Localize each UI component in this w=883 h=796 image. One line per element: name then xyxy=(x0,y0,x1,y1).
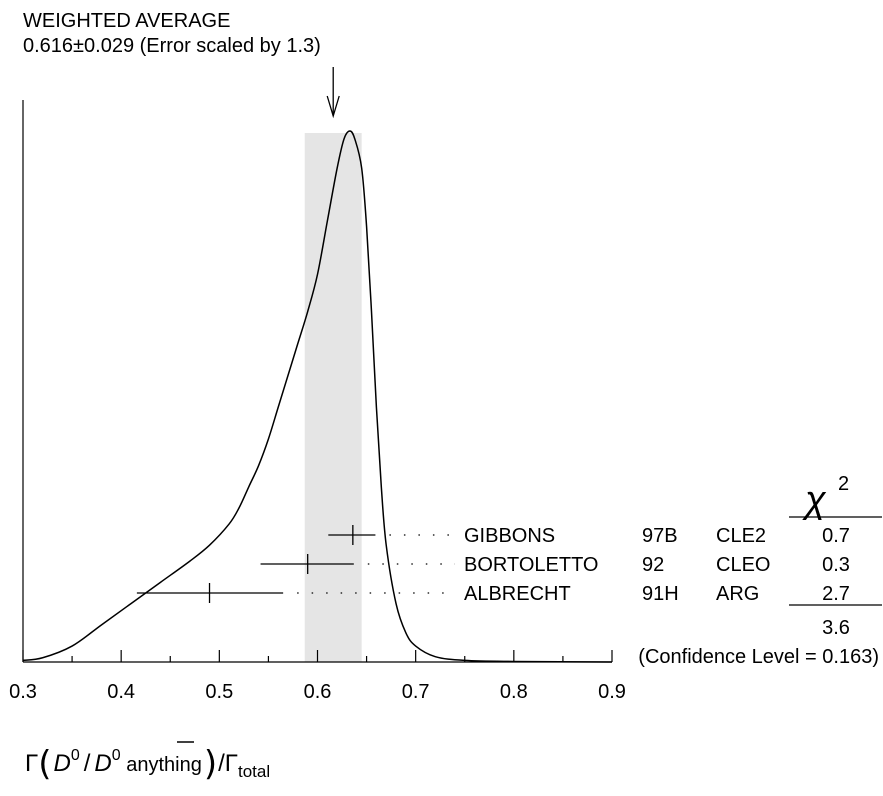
ideogram-curve xyxy=(22,130,613,663)
weighted-average-arrow xyxy=(326,67,340,119)
measurement-experiment: CLEO xyxy=(716,554,770,576)
measurement-row: ALBRECHT 91H ARG 2.7 xyxy=(136,583,850,605)
x-tick-label: 0.8 xyxy=(500,681,528,703)
chi2-header-superscript: 2 xyxy=(838,473,849,495)
measurement-row: GIBBONS 97B CLE2 0.7 xyxy=(328,525,850,547)
x-axis-ticks: 0.3 0.4 0.5 0.6 0.7 0.8 0.9 xyxy=(9,650,626,703)
measurement-row: BORTOLETTO 92 CLEO 0.3 xyxy=(260,554,850,576)
confidence-level: (Confidence Level = 0.163) xyxy=(638,646,879,668)
measurement-year: 97B xyxy=(642,525,678,547)
measurement-experiment: ARG xyxy=(716,583,759,605)
x-tick-label: 0.7 xyxy=(402,681,430,703)
x-tick-label: 0.6 xyxy=(304,681,332,703)
chart-subtitle: 0.616±0.029 (Error scaled by 1.3) xyxy=(23,35,321,57)
measurement-author: ALBRECHT xyxy=(464,583,571,605)
measurement-experiment: CLE2 xyxy=(716,525,766,547)
measurement-rows: GIBBONS 97B CLE2 0.7 BORTOLETTO 92 CLEO 0.3 ALBR… xyxy=(136,525,850,605)
measurement-chi2: 0.3 xyxy=(822,554,850,576)
x-axis-label: Γ(D0/D0 anything)/Γtotal xyxy=(25,741,270,784)
chi2-header: χ xyxy=(802,479,827,521)
x-tick-label: 0.5 xyxy=(205,681,233,703)
measurement-chi2: 2.7 xyxy=(822,583,850,605)
measurement-author: GIBBONS xyxy=(464,525,555,547)
measurement-year: 91H xyxy=(642,583,679,605)
measurement-chi2: 0.7 xyxy=(822,525,850,547)
measurement-author: BORTOLETTO xyxy=(464,554,598,576)
chi2-total: 3.6 xyxy=(822,617,850,639)
x-tick-label: 0.3 xyxy=(9,681,37,703)
x-tick-label: 0.4 xyxy=(107,681,135,703)
weighted-average-band xyxy=(304,133,362,662)
measurement-year: 92 xyxy=(642,554,664,576)
x-axis-label-text: Γ(D0/D0 anything)/Γtotal xyxy=(25,744,270,784)
x-tick-label: 0.9 xyxy=(598,681,626,703)
chart-title: WEIGHTED AVERAGE xyxy=(23,10,230,32)
